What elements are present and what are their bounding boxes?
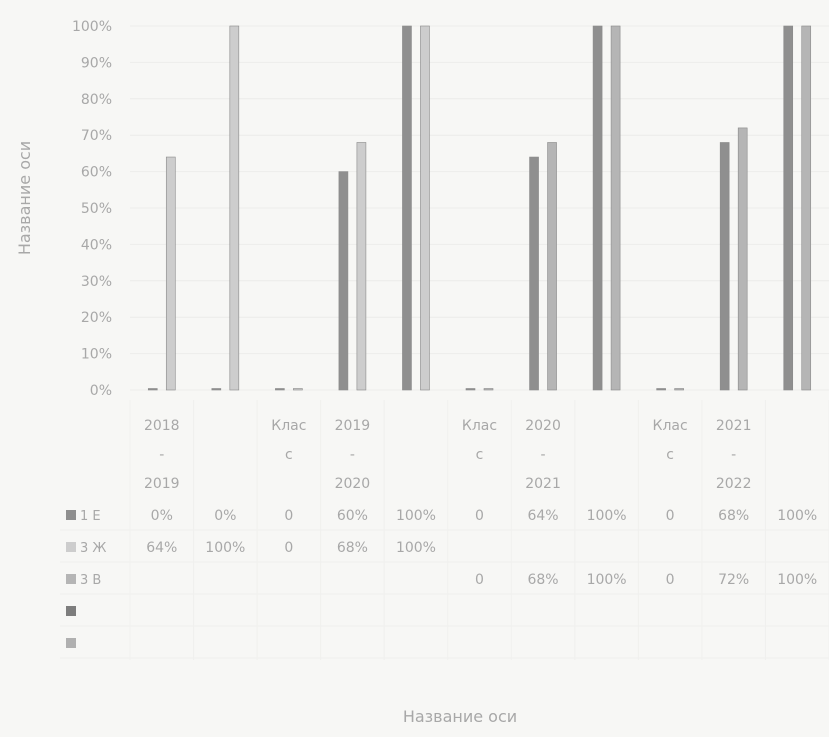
bar xyxy=(592,25,603,391)
bar xyxy=(165,156,176,391)
y-tick-label: 80% xyxy=(81,92,112,108)
x-category-label: с xyxy=(666,447,674,463)
table-cell: 0% xyxy=(214,508,236,524)
x-category-label: - xyxy=(159,447,164,463)
table-cell: 100% xyxy=(777,508,817,524)
bar xyxy=(483,388,494,391)
x-category-label: - xyxy=(541,447,546,463)
x-category-label: Клас xyxy=(653,418,688,434)
table-cell: 0 xyxy=(475,508,484,524)
table-cell: 100% xyxy=(587,572,627,588)
table-cell: 64% xyxy=(146,540,177,556)
table-cell: 60% xyxy=(337,508,368,524)
legend-key xyxy=(66,574,76,584)
x-category-label: - xyxy=(731,447,736,463)
x-axis-title: Название оси xyxy=(403,707,517,726)
y-tick-label: 40% xyxy=(81,237,112,253)
bar xyxy=(719,142,730,391)
x-axis-categories: 2018 - 2019 Клас с 2019 - 2020 Клас с 2020 - 2021 Кла… xyxy=(144,418,752,492)
legend-label: 3 Ж xyxy=(80,541,106,556)
bar xyxy=(275,388,285,391)
y-tick-label: 70% xyxy=(81,128,112,144)
table-cell: 68% xyxy=(527,572,558,588)
x-category-label: - xyxy=(350,447,355,463)
y-tick-label: 90% xyxy=(81,55,112,71)
table-cell: 64% xyxy=(527,508,558,524)
bar xyxy=(402,25,412,391)
legend-key xyxy=(66,510,76,520)
table-cell: 100% xyxy=(777,572,817,588)
table-cell: 68% xyxy=(718,508,749,524)
x-category-label: Клас xyxy=(462,418,497,434)
x-category-label: 2018 xyxy=(144,418,180,434)
table-cell: 100% xyxy=(396,508,436,524)
bar xyxy=(737,127,748,391)
table-cell: 0 xyxy=(284,508,293,524)
y-tick-label: 10% xyxy=(81,347,112,363)
x-category-label: 2019 xyxy=(144,476,180,492)
bar xyxy=(465,388,476,391)
x-category-label: 2021 xyxy=(525,476,561,492)
data-table: 1 Е 0% 0% 0 60% 100% 0 64% 100% 0 68% 100% 3 Ж 64% 100… xyxy=(60,400,829,660)
bar xyxy=(529,156,539,391)
legend-key xyxy=(66,606,76,616)
bar xyxy=(547,142,557,391)
y-tick-label: 30% xyxy=(81,274,112,290)
bar xyxy=(610,25,621,391)
legend-label: 1 Е xyxy=(80,509,101,524)
x-category-label: 2020 xyxy=(525,418,561,434)
table-cell: 0 xyxy=(475,572,484,588)
y-tick-label: 100% xyxy=(72,19,112,35)
legend-key xyxy=(66,638,76,648)
table-cell: 72% xyxy=(718,572,749,588)
table-cell: 0% xyxy=(151,508,173,524)
x-category-label: 2019 xyxy=(335,418,371,434)
bars xyxy=(147,25,812,391)
y-axis-title: Название оси xyxy=(15,141,34,255)
x-category-label: Клас xyxy=(271,418,306,434)
table-cell: 0 xyxy=(666,508,675,524)
table-cell: 68% xyxy=(337,540,368,556)
x-category-label: с xyxy=(476,447,484,463)
bar xyxy=(420,25,430,391)
bar xyxy=(656,388,666,391)
x-category-label: 2022 xyxy=(716,476,752,492)
y-axis-ticks: 0% 10% 20% 30% 40% 50% 60% 70% 80% 90% 100% xyxy=(72,19,112,399)
bar xyxy=(293,388,303,391)
y-tick-label: 20% xyxy=(81,310,112,326)
table-cell: 0 xyxy=(666,572,675,588)
bar xyxy=(674,388,684,391)
bar xyxy=(338,171,349,391)
y-tick-label: 50% xyxy=(81,201,112,217)
bar xyxy=(356,142,367,391)
bar xyxy=(783,25,794,391)
table-cell: 100% xyxy=(396,540,436,556)
table-cell: 0 xyxy=(284,540,293,556)
bar xyxy=(147,388,158,391)
table-cell: 100% xyxy=(587,508,627,524)
table-cell: 100% xyxy=(205,540,245,556)
y-tick-label: 0% xyxy=(90,383,112,399)
bar xyxy=(801,25,812,391)
bar xyxy=(211,388,222,391)
x-category-label: 2021 xyxy=(716,418,752,434)
y-tick-label: 60% xyxy=(81,165,112,181)
legend-key xyxy=(66,542,76,552)
bar xyxy=(229,25,240,391)
legend-label: 3 В xyxy=(80,573,101,588)
x-category-label: 2020 xyxy=(335,476,371,492)
x-category-label: с xyxy=(285,447,293,463)
gridlines xyxy=(130,25,829,391)
